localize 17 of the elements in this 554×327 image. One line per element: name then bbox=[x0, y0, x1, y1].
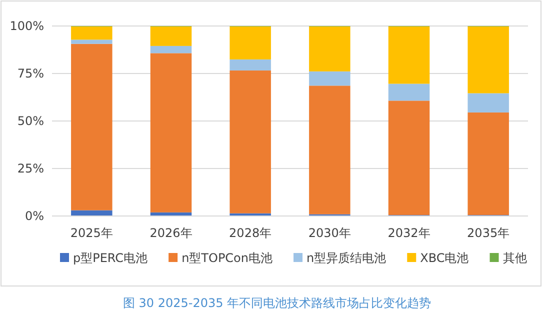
y-tick-label: 100% bbox=[10, 19, 44, 33]
caption: 图 30 2025-2035 年不同电池技术路线市场占比变化趋势 bbox=[122, 296, 432, 310]
x-tick-label: 2030年 bbox=[308, 226, 351, 240]
legend-label: p型PERC电池 bbox=[73, 251, 148, 265]
legend-label: XBC电池 bbox=[420, 251, 469, 265]
y-tick-label: 25% bbox=[17, 162, 44, 176]
y-tick-label: 0% bbox=[24, 209, 44, 223]
y-tick-label: 50% bbox=[17, 114, 44, 128]
legend-label: n型TOPCon电池 bbox=[182, 251, 273, 265]
x-tick-label: 2025年 bbox=[70, 226, 113, 240]
legend-label: n型异质结电池 bbox=[306, 251, 386, 265]
x-tick-label: 2026年 bbox=[150, 226, 192, 240]
x-tick-label: 2028年 bbox=[229, 226, 272, 240]
x-tick-label: 2035年 bbox=[467, 226, 510, 240]
y-tick-label: 75% bbox=[17, 66, 44, 80]
x-tick-label: 2032年 bbox=[388, 226, 430, 240]
legend-label: 其他 bbox=[502, 251, 527, 265]
